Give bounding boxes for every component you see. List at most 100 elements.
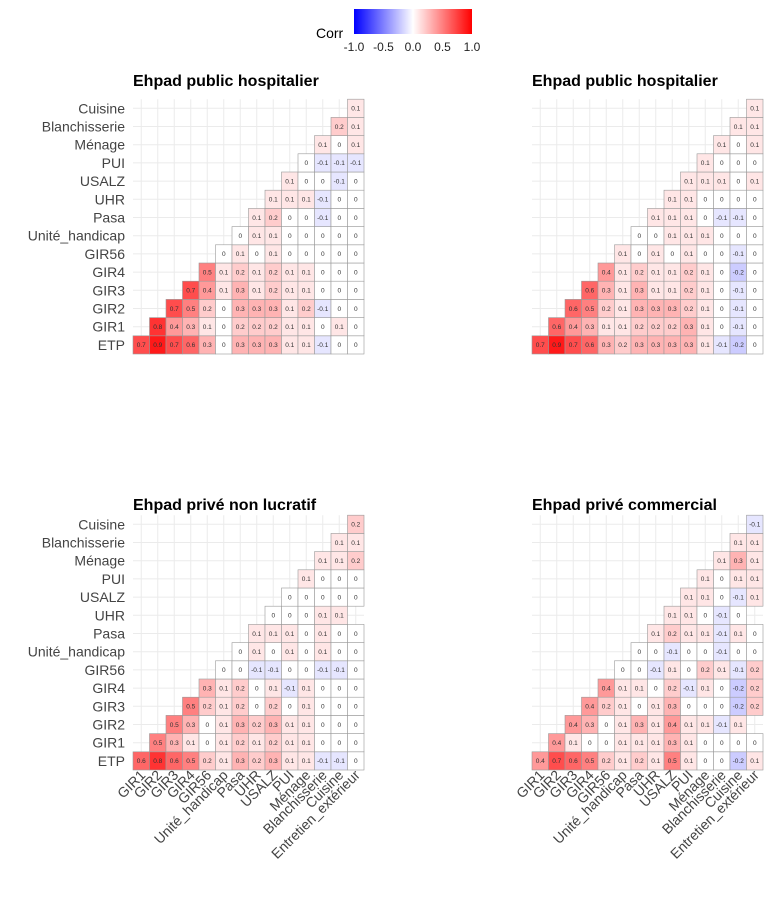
- heatmap-panel: Ehpad privé non lucratif 0.6 0.8 0.6 0.5 0.2 0…: [28, 497, 365, 862]
- cell-value: 0.9: [552, 342, 561, 349]
- cell-value: 0.2: [203, 306, 212, 313]
- cell-value: 0: [304, 613, 308, 620]
- cell-value: 0: [304, 233, 308, 240]
- cell-value: -0.1: [284, 685, 296, 692]
- row-label: USALZ: [80, 173, 126, 189]
- cell-value: 0.5: [668, 758, 677, 765]
- cell-value: 0: [720, 740, 724, 747]
- cell-value: 0: [304, 649, 308, 656]
- cell-value: 0.1: [302, 324, 311, 331]
- cell-value: 0.1: [351, 106, 360, 113]
- row-label: Ménage: [74, 137, 125, 153]
- cell-value: 0: [637, 649, 641, 656]
- cell-value: 0: [238, 667, 242, 674]
- cell-value: 0: [304, 594, 308, 601]
- cell-value: 0: [604, 722, 608, 729]
- cell-value: -0.1: [317, 197, 329, 204]
- cell-value: -0.1: [334, 667, 346, 674]
- cell-value: 0: [354, 758, 358, 765]
- cell-value: 0: [337, 685, 341, 692]
- cell-value: 0.9: [153, 342, 162, 349]
- cell-value: 0.1: [618, 251, 627, 258]
- cell-value: 0.4: [569, 324, 578, 331]
- cell-value: 0: [354, 197, 358, 204]
- cell-value: 0: [354, 740, 358, 747]
- cell-value: 0.5: [585, 306, 594, 313]
- cell-value: 0: [222, 306, 226, 313]
- cell-value: 0.1: [651, 722, 660, 729]
- cell-value: 0: [337, 576, 341, 583]
- cell-value: 0.3: [236, 288, 245, 295]
- cell-value: 0.2: [236, 685, 245, 692]
- cell-value: 0.1: [717, 142, 726, 149]
- cell-value: 0.1: [701, 685, 710, 692]
- cell-value: 0.1: [701, 233, 710, 240]
- cell-value: 0.1: [285, 722, 294, 729]
- cell-value: 0.3: [269, 758, 278, 765]
- cell-value: 0.1: [618, 758, 627, 765]
- row-label: PUI: [102, 155, 125, 171]
- cell-value: 0: [736, 178, 740, 185]
- cell-value: -0.1: [716, 649, 728, 656]
- cell-value: 0.1: [335, 324, 344, 331]
- cell-value: 0.3: [668, 342, 677, 349]
- row-label: GIR4: [92, 264, 125, 280]
- row-label: GIR56: [85, 662, 126, 678]
- cell-value: 0.4: [203, 288, 212, 295]
- cell-value: 0.1: [302, 269, 311, 276]
- cell-value: 0.1: [318, 631, 327, 638]
- cell-value: -0.1: [317, 306, 329, 313]
- cell-value: 0.1: [302, 704, 311, 711]
- cell-value: 0: [354, 649, 358, 656]
- cell-value: 0: [736, 197, 740, 204]
- cell-value: 0.1: [285, 288, 294, 295]
- cell-value: 0.1: [734, 576, 743, 583]
- cell-value: 0.1: [701, 631, 710, 638]
- cell-value: 0: [588, 740, 592, 747]
- cell-value: 0: [271, 649, 275, 656]
- cell-value: 0: [321, 269, 325, 276]
- cell-value: 0.2: [618, 342, 627, 349]
- cell-value: 0: [720, 594, 724, 601]
- cell-value: 0: [304, 631, 308, 638]
- cell-value: -0.1: [716, 631, 728, 638]
- cell-value: 0.3: [734, 558, 743, 565]
- cell-value: 0.1: [602, 324, 611, 331]
- cell-value: -0.1: [716, 342, 728, 349]
- cell-value: 0: [687, 667, 691, 674]
- cell-value: 0.6: [552, 324, 561, 331]
- cell-value: 0: [288, 251, 292, 258]
- cell-value: 0.1: [335, 613, 344, 620]
- cell-value: 0.7: [170, 342, 179, 349]
- cell-value: 0.1: [269, 631, 278, 638]
- cell-value: 0.1: [684, 197, 693, 204]
- cell-value: 0: [703, 758, 707, 765]
- cell-value: 0: [354, 667, 358, 674]
- cell-value: 0.1: [717, 558, 726, 565]
- cell-value: 0: [621, 667, 625, 674]
- cell-value: 0.1: [618, 306, 627, 313]
- cell-value: 0.1: [618, 704, 627, 711]
- cell-value: 0.1: [701, 306, 710, 313]
- cell-value: 0: [703, 251, 707, 258]
- cell-value: 0.3: [668, 306, 677, 313]
- cell-value: -0.1: [733, 306, 745, 313]
- row-label: GIR2: [92, 301, 125, 317]
- cell-value: 0.3: [269, 722, 278, 729]
- cell-value: 0.4: [170, 324, 179, 331]
- cell-value: 0.2: [602, 704, 611, 711]
- cell-value: 0: [354, 178, 358, 185]
- cell-value: 0: [753, 288, 757, 295]
- cell-value: 0.1: [318, 649, 327, 656]
- cell-value: 0: [255, 251, 259, 258]
- cell-value: 0.3: [236, 722, 245, 729]
- cell-value: 0.1: [701, 269, 710, 276]
- cell-value: -0.1: [733, 667, 745, 674]
- cell-value: 0.1: [302, 758, 311, 765]
- cell-value: 0: [736, 740, 740, 747]
- cell-value: 0.1: [285, 342, 294, 349]
- cell-value: 0: [288, 594, 292, 601]
- cell-value: 0: [637, 667, 641, 674]
- row-label: Blanchisserie: [42, 535, 125, 551]
- legend-tick: -0.5: [373, 40, 394, 54]
